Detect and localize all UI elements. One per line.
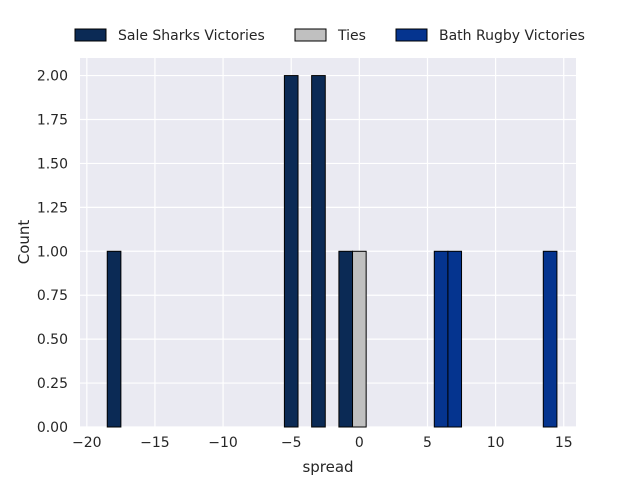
bar-series-1 xyxy=(311,75,326,428)
x-tick-label: −20 xyxy=(72,435,102,451)
y-tick-label: 1.75 xyxy=(37,113,68,129)
x-tick-label: 10 xyxy=(487,435,505,451)
y-axis-ticks: 0.00 0.25 0.50 0.75 1.00 1.25 1.50 1.75 2.00 xyxy=(37,69,68,436)
bar-series-1 xyxy=(106,250,122,428)
x-axis-ticks: −20 −15 −10 −5 0 5 10 15 xyxy=(72,435,573,451)
x-tick-label: −15 xyxy=(140,435,170,451)
bar-series-3 xyxy=(447,250,463,428)
x-tick-label: 15 xyxy=(555,435,573,451)
y-tick-label: 1.50 xyxy=(37,156,68,172)
bar-series-3 xyxy=(433,250,449,428)
y-tick-label: 0.75 xyxy=(37,288,68,304)
x-tick-label: 5 xyxy=(423,435,432,451)
legend-swatch-2 xyxy=(294,28,327,42)
grid-lines xyxy=(80,58,576,428)
legend-label-2: Ties xyxy=(337,28,366,44)
legend-label-1: Sale Sharks Victories xyxy=(118,28,265,44)
y-tick-label: 2.00 xyxy=(37,69,68,85)
legend-swatch-3 xyxy=(395,28,428,42)
y-tick-label: 1.00 xyxy=(37,244,68,260)
x-tick-label: −5 xyxy=(281,435,302,451)
bar-series-3 xyxy=(542,250,558,428)
legend-swatch-1 xyxy=(74,28,107,42)
bar-series-2 xyxy=(352,250,367,428)
x-axis-label: spread xyxy=(302,458,353,476)
bars xyxy=(106,75,558,428)
y-tick-label: 0.25 xyxy=(37,376,68,392)
y-tick-label: 0.00 xyxy=(37,420,68,436)
legend: Sale Sharks Victories Ties Bath Rugby Vict… xyxy=(74,28,585,44)
bar-series-1 xyxy=(283,75,299,428)
x-tick-label: 0 xyxy=(355,435,364,451)
y-tick-label: 1.25 xyxy=(37,200,68,216)
y-tick-label: 0.50 xyxy=(37,332,68,348)
x-tick-label: −10 xyxy=(208,435,238,451)
legend-label-3: Bath Rugby Victories xyxy=(439,28,585,44)
bar-series-1 xyxy=(338,250,354,428)
y-axis-label: Count xyxy=(15,220,33,265)
